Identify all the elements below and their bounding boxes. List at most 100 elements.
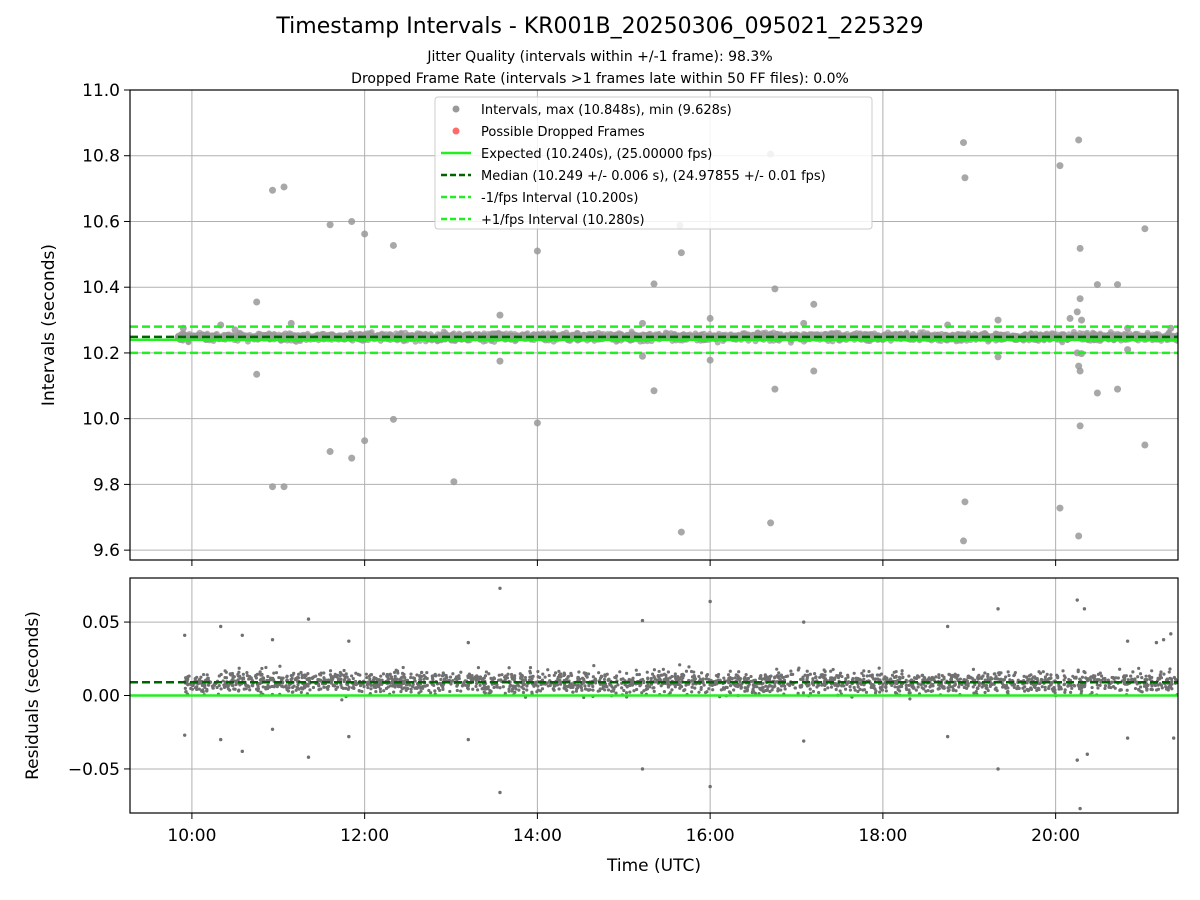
residual-point	[221, 679, 225, 683]
interval-point	[388, 333, 395, 340]
residual-point	[511, 684, 515, 688]
residual-point	[773, 675, 777, 679]
residual-point	[240, 633, 244, 637]
residual-point	[205, 673, 209, 677]
residual-point	[389, 675, 394, 679]
residual-point	[433, 689, 437, 693]
interval-point	[533, 419, 541, 427]
residual-point	[591, 684, 595, 689]
residual-point	[946, 686, 950, 690]
residual-point	[1007, 673, 1011, 678]
residual-point	[791, 672, 795, 676]
residual-point	[508, 684, 512, 688]
residual-point	[237, 666, 241, 670]
residual-point	[577, 670, 581, 674]
residual-point	[922, 687, 926, 691]
residual-point	[831, 667, 835, 672]
residual-point	[474, 677, 478, 682]
residual-point	[199, 675, 203, 679]
residual-point	[793, 686, 797, 690]
residual-point	[865, 674, 869, 678]
residual-point	[1072, 683, 1076, 688]
residual-point	[858, 687, 862, 691]
residual-point	[852, 671, 856, 675]
residual-point	[400, 671, 405, 675]
residual-point	[1016, 678, 1020, 682]
residual-point	[930, 682, 935, 687]
residual-point	[1078, 806, 1082, 811]
residual-point	[614, 674, 619, 678]
residual-point	[543, 675, 547, 679]
residual-point	[1122, 675, 1126, 679]
residual-point	[878, 673, 882, 677]
residual-point	[184, 677, 188, 681]
residual-point	[818, 675, 822, 680]
residual-point	[553, 671, 558, 675]
bottom-ytick-label: 0.00	[82, 687, 120, 707]
residual-point	[665, 679, 669, 684]
residual-point	[482, 690, 486, 694]
residual-point	[627, 683, 632, 688]
residual-point	[954, 689, 958, 693]
residual-point	[1059, 687, 1063, 691]
residual-point	[570, 684, 574, 688]
interval-point	[787, 339, 794, 346]
residual-point	[504, 674, 508, 678]
residual-point	[386, 678, 390, 682]
residual-point	[1040, 685, 1044, 689]
residual-point	[338, 670, 342, 675]
residual-point	[995, 677, 999, 681]
residual-point	[425, 670, 429, 675]
residual-point	[1043, 675, 1048, 679]
xtick-label: 16:00	[686, 826, 735, 846]
interval-point	[638, 352, 646, 360]
residual-point	[1106, 678, 1110, 682]
residual-point	[971, 667, 976, 671]
residual-point	[842, 684, 846, 688]
interval-point	[287, 319, 295, 327]
residual-point	[254, 673, 258, 677]
residual-point	[990, 682, 994, 687]
residual-point	[652, 668, 657, 672]
legend-dropped-marker	[452, 127, 460, 135]
residual-point	[776, 687, 780, 691]
residual-point	[993, 672, 997, 676]
residual-point	[637, 672, 642, 677]
residual-point	[919, 683, 923, 687]
residual-point	[559, 672, 563, 676]
legend-label: +1/fps Interval (10.280s)	[481, 213, 645, 228]
residual-point	[247, 677, 251, 681]
residual-point	[843, 687, 848, 691]
residual-point	[907, 674, 911, 678]
residual-point	[513, 690, 517, 694]
residual-point	[510, 675, 514, 679]
residual-point	[1043, 688, 1047, 692]
residual-point	[396, 671, 400, 675]
residual-point	[1103, 686, 1107, 691]
residual-point	[848, 684, 852, 689]
residual-point	[829, 685, 834, 689]
residual-point	[271, 676, 275, 680]
residual-point	[247, 674, 252, 679]
residual-point	[801, 691, 806, 695]
residual-point	[768, 690, 772, 694]
residual-point	[411, 682, 415, 687]
residual-point	[830, 676, 834, 680]
residual-point	[1109, 685, 1113, 690]
residual-point	[420, 670, 424, 674]
interval-point	[961, 174, 969, 182]
residual-point	[197, 687, 201, 691]
residual-point	[805, 669, 809, 673]
interval-point	[1078, 316, 1086, 324]
residual-point	[1043, 685, 1047, 689]
xtick-label: 18:00	[858, 826, 907, 846]
residual-point	[937, 673, 941, 677]
residual-point	[394, 668, 398, 672]
residual-point	[333, 684, 337, 688]
residual-point	[789, 669, 793, 673]
residual-point	[287, 685, 291, 690]
interval-point	[810, 367, 818, 375]
residual-point	[1012, 685, 1016, 690]
residual-point	[1071, 674, 1075, 678]
interval-point	[677, 249, 685, 257]
